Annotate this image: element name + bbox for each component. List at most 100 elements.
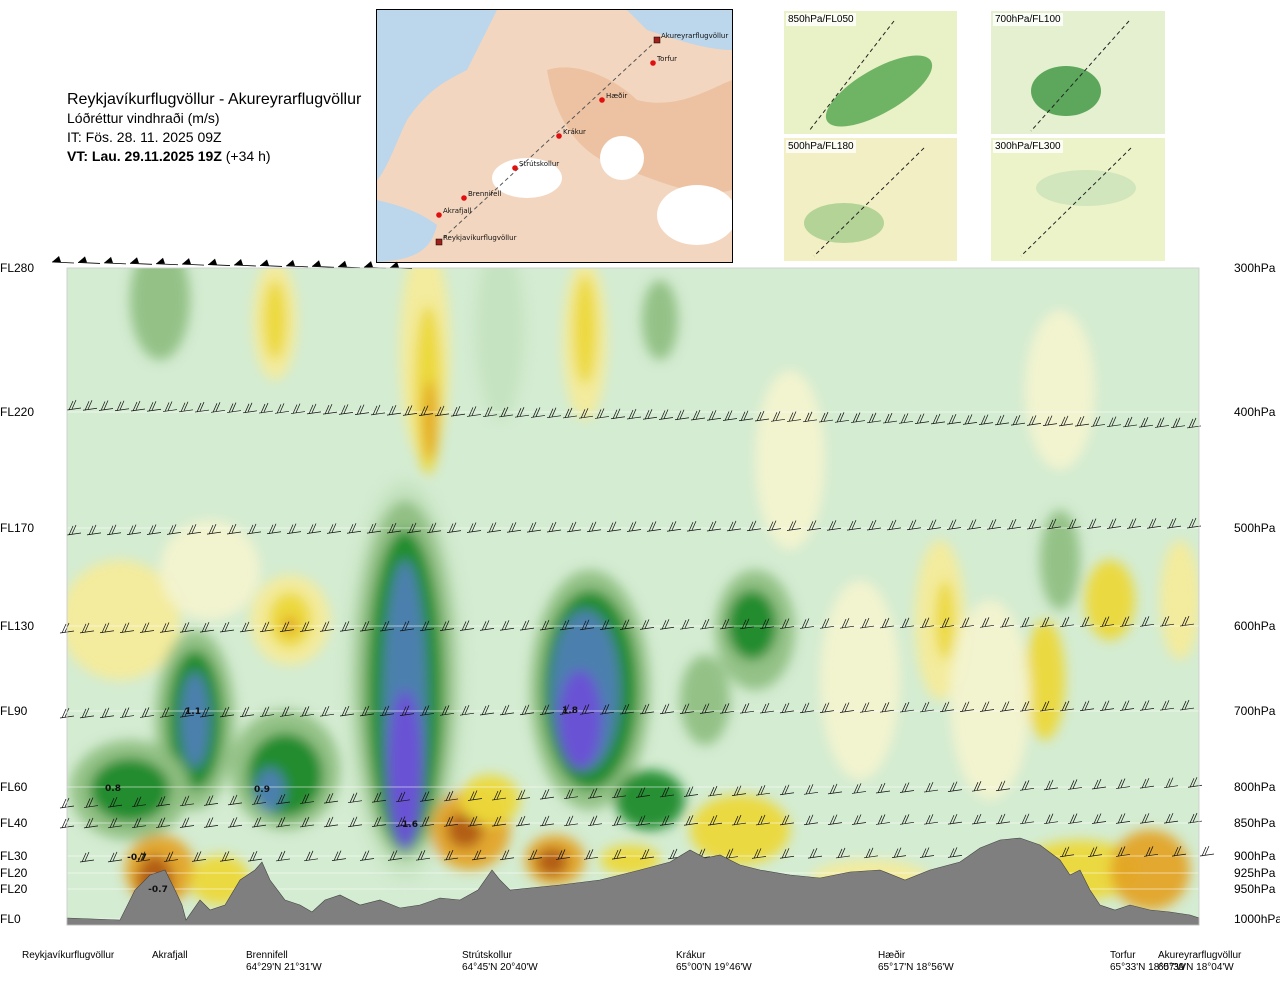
- wind-barb-tick: [1041, 617, 1047, 628]
- wind-barb: [479, 704, 495, 716]
- wind-barb-tick: [1011, 518, 1017, 529]
- wind-barb-tick: [1101, 701, 1107, 711]
- wind-barb: [399, 620, 415, 632]
- wind-barb-tick: [784, 814, 790, 824]
- wind-barb-tick: [852, 413, 858, 423]
- wind-barb-tick: [925, 782, 931, 793]
- wind-barb-tick: [888, 520, 894, 531]
- wind-barb-tick: [1093, 814, 1099, 824]
- wind-barb-tick: [301, 794, 307, 804]
- wind-barb-tick: [1141, 617, 1147, 627]
- wind-barb-tick: [141, 623, 147, 633]
- wind-barb: [286, 523, 302, 534]
- wind-barb-tick: [124, 622, 130, 632]
- wind-barb-tick: [664, 619, 670, 629]
- wind-barb-tick: [371, 522, 377, 533]
- field-blob: [1040, 510, 1080, 610]
- wind-barb-tick: [444, 705, 450, 715]
- wind-barb-tick: [304, 706, 310, 716]
- wind-barb-tick: [951, 519, 957, 529]
- wind-barb-tick: [253, 818, 259, 828]
- wind-barb-tick: [1124, 417, 1130, 428]
- wind-barb-tick: [848, 520, 854, 531]
- wind-barb-tick: [1028, 519, 1034, 530]
- fl-label: FL130: [0, 619, 35, 633]
- wind-barb-tick: [757, 815, 763, 826]
- wind-barb-tick: [616, 849, 622, 859]
- value-annotation: 0.9: [254, 785, 270, 795]
- wind-barb-tick: [205, 818, 211, 828]
- wind-barb-staff: [155, 263, 179, 266]
- wind-barb-tick: [252, 850, 258, 861]
- wind-barb-tick: [131, 524, 137, 534]
- wind-barb-tick: [564, 619, 570, 630]
- mini-map-500: 500hPa/FL180: [784, 138, 957, 261]
- wind-barb-tick: [503, 406, 509, 417]
- wind-barb-tick: [407, 405, 413, 415]
- wind-barb-tick: [1168, 777, 1174, 787]
- wind-barb: [359, 705, 375, 717]
- wind-barb-tick: [1000, 780, 1006, 790]
- wind-barb: [498, 406, 514, 418]
- wind-barb: [583, 849, 599, 860]
- wind-barb-tick: [1141, 701, 1147, 711]
- wind-barb: [402, 405, 418, 416]
- wind-barb-tick: [621, 704, 627, 715]
- wind-barb-tick: [324, 706, 330, 716]
- wind-barb-tick: [247, 402, 253, 412]
- value-annotation: 1.6: [402, 820, 418, 830]
- wind-barb-tick: [784, 848, 790, 858]
- wind-barb-tick: [864, 702, 870, 712]
- wind-barb-tick: [548, 408, 554, 418]
- wind-barb: [898, 413, 914, 424]
- pressure-label: 850hPa: [1234, 816, 1276, 830]
- wind-barb-tick: [1024, 616, 1030, 627]
- wind-barb: [233, 259, 257, 267]
- wind-barb-tick: [701, 619, 707, 630]
- wind-barb: [107, 851, 123, 863]
- wind-barb-tick: [501, 705, 507, 716]
- wind-barb-tick: [256, 794, 262, 804]
- wind-barb: [642, 409, 658, 420]
- wind-barb-tick: [820, 412, 826, 423]
- wind-barb-tick: [1081, 701, 1087, 711]
- wind-barb: [1019, 701, 1035, 712]
- wind-barb-tick: [592, 788, 598, 798]
- wind-barb-tick: [712, 815, 718, 825]
- wind-barb: [450, 406, 466, 417]
- wind-barb-tick: [349, 793, 355, 803]
- wind-barb: [899, 782, 915, 793]
- wind-barb: [946, 413, 962, 425]
- wind-barb-tick: [1028, 416, 1034, 426]
- wind-barb-tick: [376, 816, 382, 826]
- wind-barb-tick: [327, 403, 333, 414]
- wind-barb: [1139, 777, 1155, 789]
- value-annotation: -0.7: [148, 885, 168, 895]
- wind-barb-tick: [461, 621, 467, 631]
- wind-barb: [259, 706, 275, 717]
- wind-barb-tick: [731, 520, 737, 531]
- wind-barb-tick: [61, 798, 67, 809]
- wind-barb: [851, 814, 867, 825]
- wind-barb-tick: [352, 792, 358, 802]
- wind-barb-tick: [641, 849, 647, 860]
- wind-barb: [194, 401, 210, 413]
- wind-barb: [835, 847, 851, 859]
- wind-barb-tick: [557, 850, 563, 860]
- wind-barb: [319, 706, 335, 717]
- route-map-airport: [435, 238, 443, 246]
- wind-barb: [786, 520, 802, 531]
- mini-map-850-svg: [784, 11, 957, 134]
- wind-barb: [275, 850, 291, 862]
- wind-barb-tick: [311, 523, 317, 533]
- wind-barb-tick: [824, 618, 830, 628]
- wind-barb-tick: [952, 781, 958, 791]
- wind-barb: [366, 522, 382, 534]
- wind-barb-tick: [529, 850, 535, 860]
- wind-barb-tick: [517, 816, 523, 827]
- wind-barb-tick: [404, 406, 410, 416]
- wind-barb-tick: [804, 702, 810, 712]
- wind-barb: [1019, 813, 1035, 825]
- wind-barb-tick: [691, 520, 697, 531]
- location-coord: 64°45'N 20°40'W: [462, 962, 538, 973]
